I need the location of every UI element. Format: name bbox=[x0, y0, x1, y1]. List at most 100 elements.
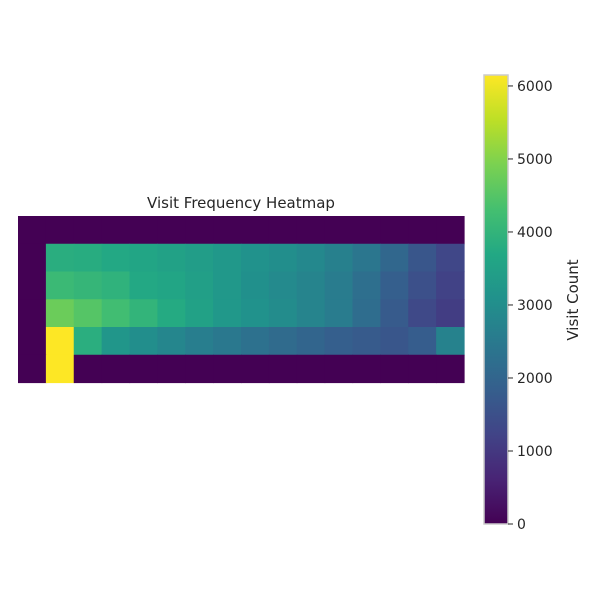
heatmap-cell bbox=[241, 216, 270, 245]
heatmap-cell bbox=[18, 216, 47, 245]
colorbar-tick-label: 1000 bbox=[517, 444, 553, 460]
colorbar-tick-label: 6000 bbox=[517, 79, 553, 95]
heatmap-cell bbox=[157, 354, 186, 384]
heatmap-cell bbox=[436, 271, 465, 300]
heatmap-cell bbox=[213, 271, 242, 300]
heatmap-cell bbox=[18, 271, 47, 300]
heatmap-cell bbox=[185, 216, 214, 245]
heatmap-cell bbox=[213, 216, 242, 245]
heatmap-cell bbox=[129, 243, 158, 273]
heatmap-cell bbox=[45, 354, 75, 384]
heatmap-cell bbox=[129, 271, 158, 300]
chart-title: Visit Frequency Heatmap bbox=[147, 194, 335, 212]
heatmap-cell bbox=[73, 354, 103, 384]
heatmap-cell bbox=[408, 271, 437, 300]
heatmap-cell bbox=[101, 271, 131, 300]
heatmap-cell bbox=[408, 243, 437, 273]
heatmap-cell bbox=[352, 243, 381, 273]
heatmap-cell bbox=[380, 354, 409, 384]
heatmap-cell bbox=[324, 271, 354, 300]
heatmap-cell bbox=[352, 271, 381, 300]
heatmap-cells bbox=[18, 216, 465, 384]
heatmap-cell bbox=[157, 327, 186, 356]
heatmap-cell bbox=[268, 299, 298, 328]
heatmap-cell bbox=[241, 299, 270, 328]
heatmap-cell bbox=[129, 354, 158, 384]
heatmap-cell bbox=[101, 216, 131, 245]
heatmap-cell bbox=[352, 327, 381, 356]
heatmap-cell bbox=[73, 243, 103, 273]
heatmap-cell bbox=[296, 243, 326, 273]
heatmap-cell bbox=[408, 299, 437, 328]
heatmap-cell bbox=[213, 299, 242, 328]
heatmap-cell bbox=[45, 271, 75, 300]
heatmap-cell bbox=[45, 216, 75, 245]
heatmap-cell bbox=[436, 243, 465, 273]
heatmap-cell bbox=[268, 216, 298, 245]
heatmap-cell bbox=[296, 271, 326, 300]
colorbar: 0 1000 2000 3000 4000 5000 6000 Visit Count bbox=[483, 74, 582, 533]
heatmap-cell bbox=[18, 327, 47, 356]
heatmap-cell bbox=[436, 216, 465, 245]
colorbar-tick-label: 2000 bbox=[517, 371, 553, 387]
heatmap-cell bbox=[324, 216, 354, 245]
heatmap-cell bbox=[408, 327, 437, 356]
heatmap-cell bbox=[324, 243, 354, 273]
heatmap-cell bbox=[268, 243, 298, 273]
heatmap-cell bbox=[18, 354, 47, 384]
heatmap-cell bbox=[408, 216, 437, 245]
colorbar-tick-label: 4000 bbox=[517, 225, 553, 241]
heatmap-cell bbox=[380, 271, 409, 300]
colorbar-tick-label: 3000 bbox=[517, 298, 553, 314]
colorbar-gradient bbox=[483, 74, 509, 525]
colorbar-tick-label: 5000 bbox=[517, 152, 553, 168]
heatmap-cell bbox=[380, 299, 409, 328]
heatmap-cell bbox=[129, 299, 158, 328]
heatmap-cell bbox=[45, 243, 75, 273]
heatmap-cell bbox=[45, 327, 75, 356]
heatmap-cell bbox=[157, 271, 186, 300]
heatmap-cell bbox=[436, 299, 465, 328]
heatmap-cell bbox=[157, 299, 186, 328]
heatmap-cell bbox=[73, 327, 103, 356]
heatmap-cell bbox=[73, 299, 103, 328]
heatmap-cell bbox=[436, 354, 465, 384]
heatmap-cell bbox=[213, 243, 242, 273]
heatmap-cell bbox=[18, 299, 47, 328]
heatmap-cell bbox=[157, 216, 186, 245]
heatmap-cell bbox=[268, 271, 298, 300]
heatmap-cell bbox=[380, 327, 409, 356]
heatmap-cell bbox=[129, 327, 158, 356]
heatmap-cell bbox=[380, 243, 409, 273]
heatmap-cell bbox=[101, 354, 131, 384]
heatmap-cell bbox=[436, 327, 465, 356]
heatmap-cell bbox=[101, 327, 131, 356]
heatmap-cell bbox=[241, 271, 270, 300]
heatmap-cell bbox=[324, 299, 354, 328]
heatmap-cell bbox=[185, 299, 214, 328]
heatmap-cell bbox=[241, 243, 270, 273]
heatmap-cell bbox=[185, 271, 214, 300]
heatmap-cell bbox=[380, 216, 409, 245]
heatmap-cell bbox=[296, 216, 326, 245]
heatmap-cell bbox=[45, 299, 75, 328]
colorbar-ticks: 0 1000 2000 3000 4000 5000 6000 bbox=[508, 79, 553, 533]
heatmap-cell bbox=[73, 216, 103, 245]
heatmap-cell bbox=[18, 243, 47, 273]
heatmap-cell bbox=[324, 327, 354, 356]
heatmap-cell bbox=[73, 271, 103, 300]
heatmap-cell bbox=[185, 354, 214, 384]
heatmap-cell bbox=[213, 354, 242, 384]
heatmap-cell bbox=[268, 354, 298, 384]
heatmap-cell bbox=[408, 354, 437, 384]
heatmap-cell bbox=[101, 243, 131, 273]
heatmap-cell bbox=[268, 327, 298, 356]
heatmap-cell bbox=[129, 216, 158, 245]
heatmap-cell bbox=[296, 354, 326, 384]
heatmap-cell bbox=[296, 299, 326, 328]
colorbar-tick-label: 0 bbox=[517, 517, 526, 533]
heatmap-cell bbox=[213, 327, 242, 356]
heatmap-cell bbox=[352, 299, 381, 328]
